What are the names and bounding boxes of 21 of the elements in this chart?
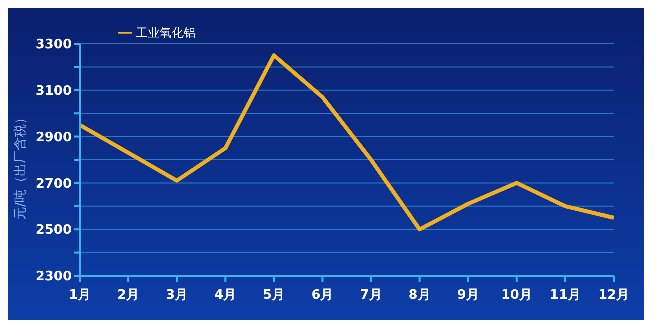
x-tick-label: 8月	[408, 288, 431, 304]
legend-label: 工业氧化铝	[136, 26, 196, 40]
y-axis-title: 元/吨（出厂含税）	[14, 112, 29, 220]
y-tick-label: 2500	[36, 223, 72, 238]
x-tick-label: 4月	[214, 288, 237, 304]
x-tick-label: 3月	[166, 288, 188, 304]
line-series	[78, 54, 616, 232]
x-tick-label: 10月	[501, 288, 532, 304]
x-tick-label: 9月	[457, 288, 480, 304]
x-tick-label: 7月	[360, 288, 382, 304]
y-tick-label: 2700	[36, 176, 72, 192]
y-tick-label: 2300	[36, 270, 72, 285]
x-tick-label: 5月	[263, 288, 286, 304]
x-tick-label: 12月	[598, 288, 630, 304]
x-tick-label: 2月	[118, 288, 140, 304]
x-tick-label: 1月	[68, 288, 92, 304]
x-tick-label: 6月	[312, 288, 334, 304]
x-tick-label: 11月	[550, 288, 581, 304]
y-tick-label: 3300	[36, 38, 72, 53]
y-tick-label: 2900	[36, 130, 72, 146]
y-tick-label: 3100	[36, 84, 72, 100]
